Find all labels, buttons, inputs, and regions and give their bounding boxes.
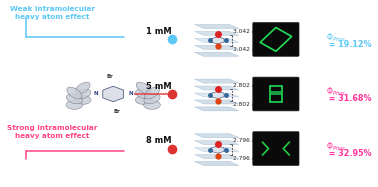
Ellipse shape (75, 82, 90, 94)
FancyBboxPatch shape (253, 132, 299, 165)
Text: 8 mM: 8 mM (146, 136, 171, 145)
Text: 3.042 Å: 3.042 Å (233, 29, 256, 34)
Polygon shape (195, 162, 239, 165)
Text: $\Phi_{Phos.}$: $\Phi_{Phos.}$ (326, 31, 348, 44)
Polygon shape (195, 31, 239, 35)
Polygon shape (195, 38, 239, 42)
Ellipse shape (74, 96, 91, 104)
Text: 5 mM: 5 mM (146, 82, 171, 91)
Polygon shape (195, 100, 239, 104)
Ellipse shape (144, 94, 160, 104)
Ellipse shape (66, 100, 83, 109)
Ellipse shape (136, 89, 152, 99)
Ellipse shape (144, 100, 160, 109)
Text: N: N (129, 91, 133, 96)
Polygon shape (211, 146, 224, 153)
Text: $\Phi_{Phos.}$: $\Phi_{Phos.}$ (326, 86, 348, 98)
Text: Br: Br (113, 109, 120, 114)
Polygon shape (195, 107, 239, 111)
Polygon shape (103, 86, 124, 102)
Text: Strong intramolecular
heavy atom effect: Strong intramolecular heavy atom effect (7, 125, 98, 139)
Polygon shape (195, 52, 239, 56)
Polygon shape (195, 86, 239, 90)
Polygon shape (195, 79, 239, 83)
Text: $\Phi_{Phos.}$: $\Phi_{Phos.}$ (326, 140, 348, 153)
Polygon shape (195, 93, 239, 97)
FancyBboxPatch shape (253, 22, 299, 56)
Polygon shape (195, 134, 239, 138)
Ellipse shape (135, 96, 152, 104)
Polygon shape (195, 24, 239, 28)
Text: N: N (93, 91, 98, 96)
Text: = 31.68%: = 31.68% (326, 94, 371, 103)
Text: 1 mM: 1 mM (146, 27, 171, 36)
Text: Br: Br (106, 74, 113, 79)
Polygon shape (195, 45, 239, 49)
Ellipse shape (66, 94, 82, 104)
Polygon shape (211, 37, 224, 44)
Bar (270, 86, 282, 102)
Ellipse shape (144, 87, 160, 99)
Text: 2.802 Å: 2.802 Å (233, 83, 256, 88)
Ellipse shape (74, 89, 91, 99)
Text: 2.802 Å: 2.802 Å (233, 102, 256, 107)
Text: = 19.12%: = 19.12% (326, 40, 371, 49)
Ellipse shape (136, 82, 151, 94)
Polygon shape (195, 141, 239, 145)
FancyBboxPatch shape (253, 77, 299, 111)
Text: = 32.95%: = 32.95% (326, 149, 371, 158)
Text: Weak intramolecular
heavy atom effect: Weak intramolecular heavy atom effect (10, 6, 94, 20)
Text: 3.042 Å: 3.042 Å (233, 47, 256, 52)
Polygon shape (195, 148, 239, 152)
Bar (271, 91, 281, 95)
Ellipse shape (67, 87, 82, 99)
Text: 2.796 Å: 2.796 Å (233, 156, 256, 161)
Text: 2.796 Å: 2.796 Å (233, 138, 256, 143)
Polygon shape (195, 154, 239, 159)
Polygon shape (211, 91, 224, 99)
